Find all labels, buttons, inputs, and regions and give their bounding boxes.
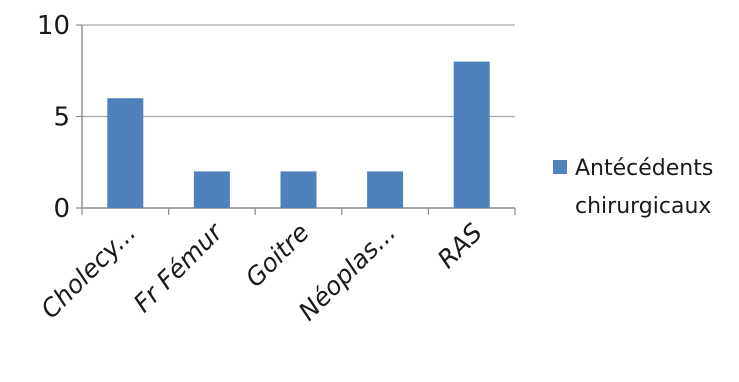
x-tick-label: Cholecy... <box>35 218 141 324</box>
gridlines <box>82 24 515 118</box>
bar <box>453 61 490 208</box>
x-tick-label: Goitre <box>240 218 315 293</box>
legend-swatch <box>553 160 567 174</box>
bars <box>107 61 490 208</box>
bar <box>107 98 144 208</box>
y-tick-labels: 0 5 10 <box>37 11 70 224</box>
bar <box>193 171 230 208</box>
y-tick-label: 0 <box>53 194 70 224</box>
x-tick-label: Fr Fémur <box>128 217 230 319</box>
bar <box>280 171 317 208</box>
legend: Antécédents chirurgicaux <box>553 156 713 219</box>
legend-label: Antécédents <box>575 156 713 181</box>
legend-label: chirurgicaux <box>575 194 711 219</box>
y-tick-label: 5 <box>53 103 70 133</box>
y-tick-label: 10 <box>37 11 70 41</box>
x-tick-label: RAS <box>432 218 488 274</box>
bar <box>367 171 404 208</box>
